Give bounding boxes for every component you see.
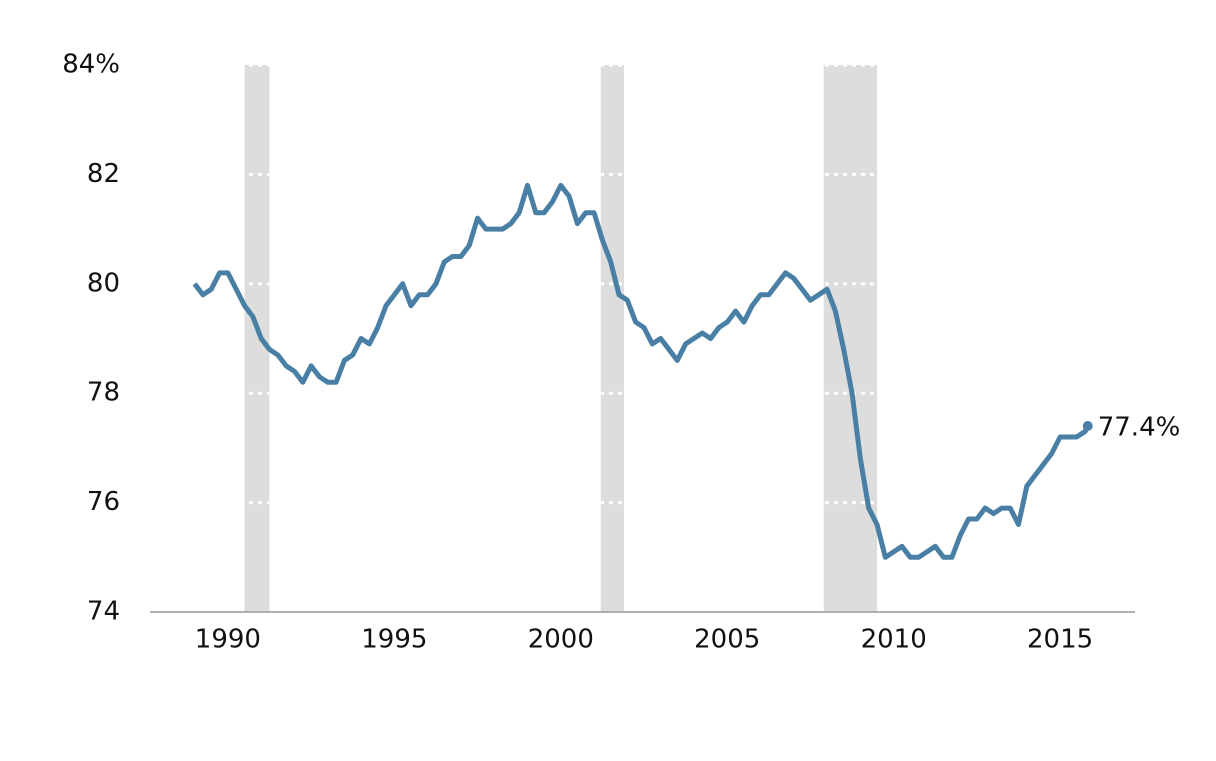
- x-tick-label: 2000: [528, 625, 594, 655]
- y-tick-label: 84%: [62, 50, 120, 80]
- x-tick-label: 2010: [861, 625, 927, 655]
- x-tick-label: 1995: [361, 625, 427, 655]
- recession-band: [823, 65, 878, 612]
- x-tick-label: 2015: [1027, 625, 1093, 655]
- end-point: [1082, 421, 1093, 432]
- line: [192, 182, 1090, 560]
- y-tick-label: 80: [87, 268, 120, 298]
- x-tick-label: 2005: [694, 625, 760, 655]
- recession-band: [600, 65, 625, 612]
- y-tick-label: 78: [87, 378, 120, 408]
- annotation: 77.4%: [1098, 413, 1181, 443]
- y-tick-label: 74: [87, 597, 120, 627]
- recession-band: [244, 65, 270, 612]
- y-tick-label: 82: [87, 159, 120, 189]
- y-tick-label: 76: [87, 487, 120, 517]
- x-tick-label: 1990: [195, 625, 261, 655]
